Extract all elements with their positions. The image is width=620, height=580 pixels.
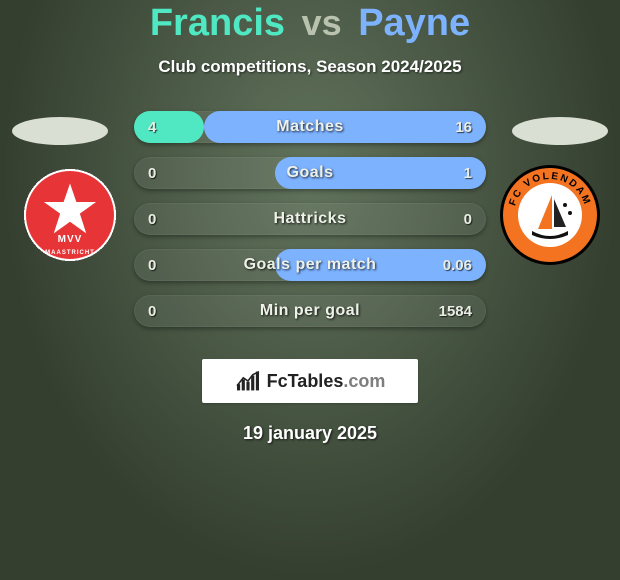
brand-badge: FcTables.com <box>202 359 418 403</box>
decor-ellipse-left <box>12 117 108 145</box>
brand-text-suffix: .com <box>343 371 385 391</box>
stat-label: Matches <box>134 111 486 143</box>
stat-row: 01584Min per goal <box>134 295 486 327</box>
club-badge-left: MVV MAASTRICHT <box>20 165 120 265</box>
bar-chart-icon <box>235 370 261 392</box>
date-text: 19 january 2025 <box>0 423 620 444</box>
stat-row: 416Matches <box>134 111 486 143</box>
stat-row: 00.06Goals per match <box>134 249 486 281</box>
stat-row: 00Hattricks <box>134 203 486 235</box>
stat-label: Hattricks <box>134 203 486 235</box>
subtitle: Club competitions, Season 2024/2025 <box>0 57 620 77</box>
stat-rows: 416Matches 01Goals 00Hattricks 00.06Goals p… <box>134 111 486 327</box>
decor-ellipse-right <box>512 117 608 145</box>
svg-text:FC VOLENDAM: FC VOLENDAM <box>507 171 592 208</box>
stat-row: 01Goals <box>134 157 486 189</box>
comparison-area: MVV MAASTRICHT FC <box>0 111 620 337</box>
title-vs: vs <box>302 2 342 43</box>
club-badge-right: FC VOLENDAM <box>500 165 600 265</box>
title-player1: Francis <box>150 2 285 44</box>
brand-text: FcTables.com <box>267 371 386 392</box>
title-player2: Payne <box>358 2 470 44</box>
stat-label: Goals <box>134 157 486 189</box>
club-badge-left-sublabel: MAASTRICHT <box>26 250 114 256</box>
stat-label: Goals per match <box>134 249 486 281</box>
stat-label: Min per goal <box>134 295 486 327</box>
club-badge-left-label: MVV <box>26 234 114 245</box>
star-icon <box>41 180 99 238</box>
club-badge-left-bg: MVV MAASTRICHT <box>26 171 114 259</box>
club-badge-right-text: FC VOLENDAM <box>500 165 600 265</box>
brand-text-main: FcTables <box>267 371 344 391</box>
page-title: Francis vs Payne <box>0 2 620 45</box>
